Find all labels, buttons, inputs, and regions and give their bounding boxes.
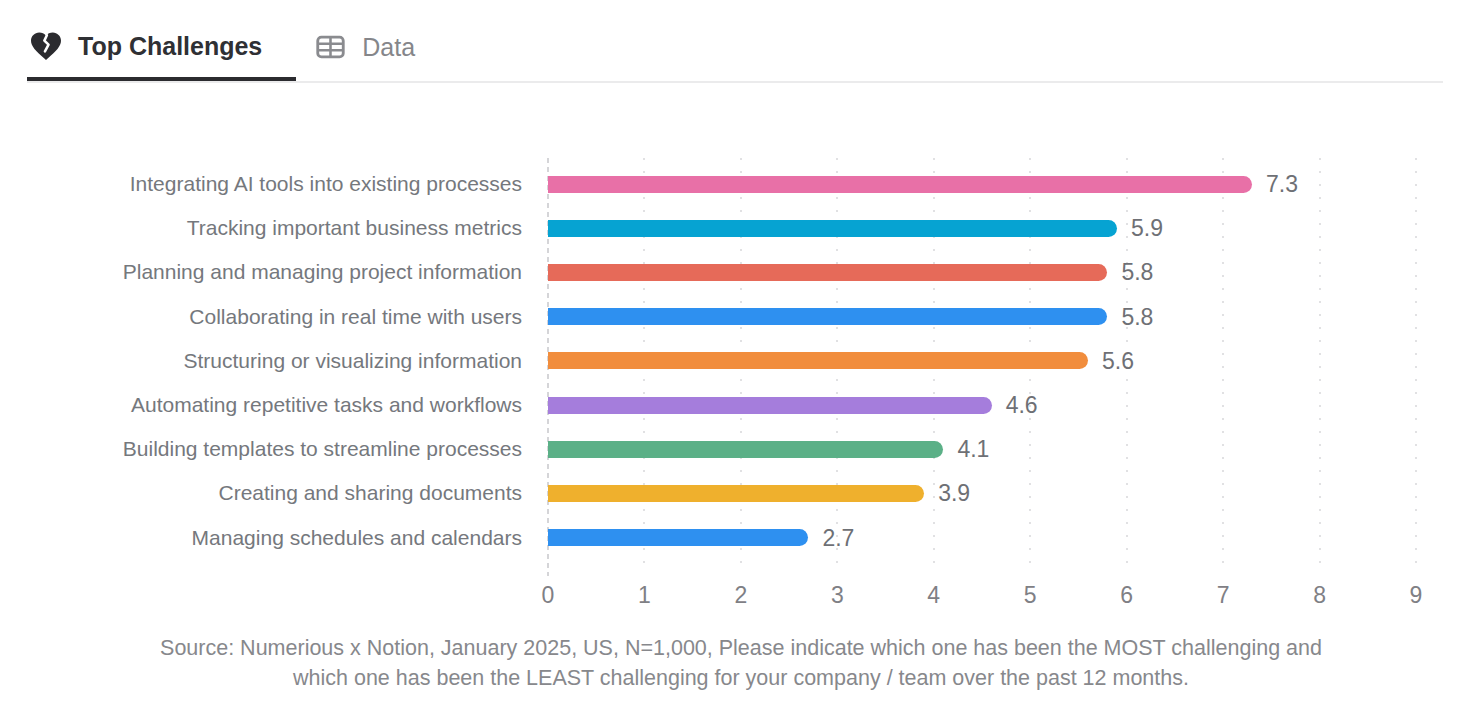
tab-top-challenges[interactable]: Top Challenges [27,22,296,81]
category-label: Integrating AI tools into existing proce… [130,172,522,196]
gridline [1222,158,1224,570]
gridline [1319,158,1321,570]
tab-bar: Top Challenges Data [0,0,1482,81]
tab-label: Top Challenges [78,32,262,61]
x-tick-label: 3 [831,582,844,609]
tab-data[interactable]: Data [312,24,421,81]
x-tick-label: 1 [638,582,651,609]
source-line-1: Source: Numerious x Notion, January 2025… [0,633,1482,663]
bar[interactable] [548,264,1107,281]
x-tick-label: 7 [1217,582,1230,609]
x-tick-label: 0 [542,582,555,609]
plot-area: 7.3 5.9 5.8 5.8 5.6 4.6 4.1 3.9 2.7 [548,158,1416,576]
category-label: Structuring or visualizing information [184,349,522,373]
tab-label: Data [362,33,415,62]
bar[interactable] [548,397,992,414]
table-icon [312,30,349,64]
category-labels: Integrating AI tools into existing proce… [0,158,535,576]
x-axis: 0123456789 [548,578,1416,612]
x-tick-label: 5 [1024,582,1037,609]
x-tick-label: 4 [927,582,940,609]
bar[interactable] [548,352,1088,369]
bar-chart: Integrating AI tools into existing proce… [0,158,1482,620]
category-label: Tracking important business metrics [187,216,522,240]
bar[interactable] [548,220,1117,237]
bar-value-label: 5.9 [1131,215,1163,242]
category-label: Planning and managing project informatio… [123,260,522,284]
source-note: Source: Numerious x Notion, January 2025… [0,633,1482,693]
bar-value-label: 2.7 [822,524,854,551]
category-label: Creating and sharing documents [218,481,522,505]
bar-value-label: 5.6 [1102,347,1134,374]
category-label: Collaborating in real time with users [189,305,522,329]
bar-value-label: 4.1 [957,436,989,463]
source-line-2: which one has been the LEAST challenging… [0,663,1482,693]
bar[interactable] [548,485,924,502]
bar[interactable] [548,176,1252,193]
x-tick-label: 6 [1120,582,1133,609]
chart-widget: Top Challenges Data Integrating AI tools… [0,0,1482,722]
x-tick-label: 9 [1410,582,1423,609]
bar-value-label: 5.8 [1121,259,1153,286]
bar-value-label: 3.9 [938,480,970,507]
gridline [1415,158,1417,570]
bar-value-label: 4.6 [1006,392,1038,419]
category-label: Automating repetitive tasks and workflow… [131,393,522,417]
x-tick-label: 8 [1313,582,1326,609]
broken-heart-icon [27,28,65,64]
bar[interactable] [548,308,1107,325]
bar-value-label: 7.3 [1266,171,1298,198]
tab-divider [27,81,1443,83]
category-label: Building templates to streamline process… [123,437,522,461]
bar-value-label: 5.8 [1121,303,1153,330]
x-tick-label: 2 [734,582,747,609]
bar[interactable] [548,529,808,546]
category-label: Managing schedules and calendars [192,526,522,550]
bar[interactable] [548,441,943,458]
